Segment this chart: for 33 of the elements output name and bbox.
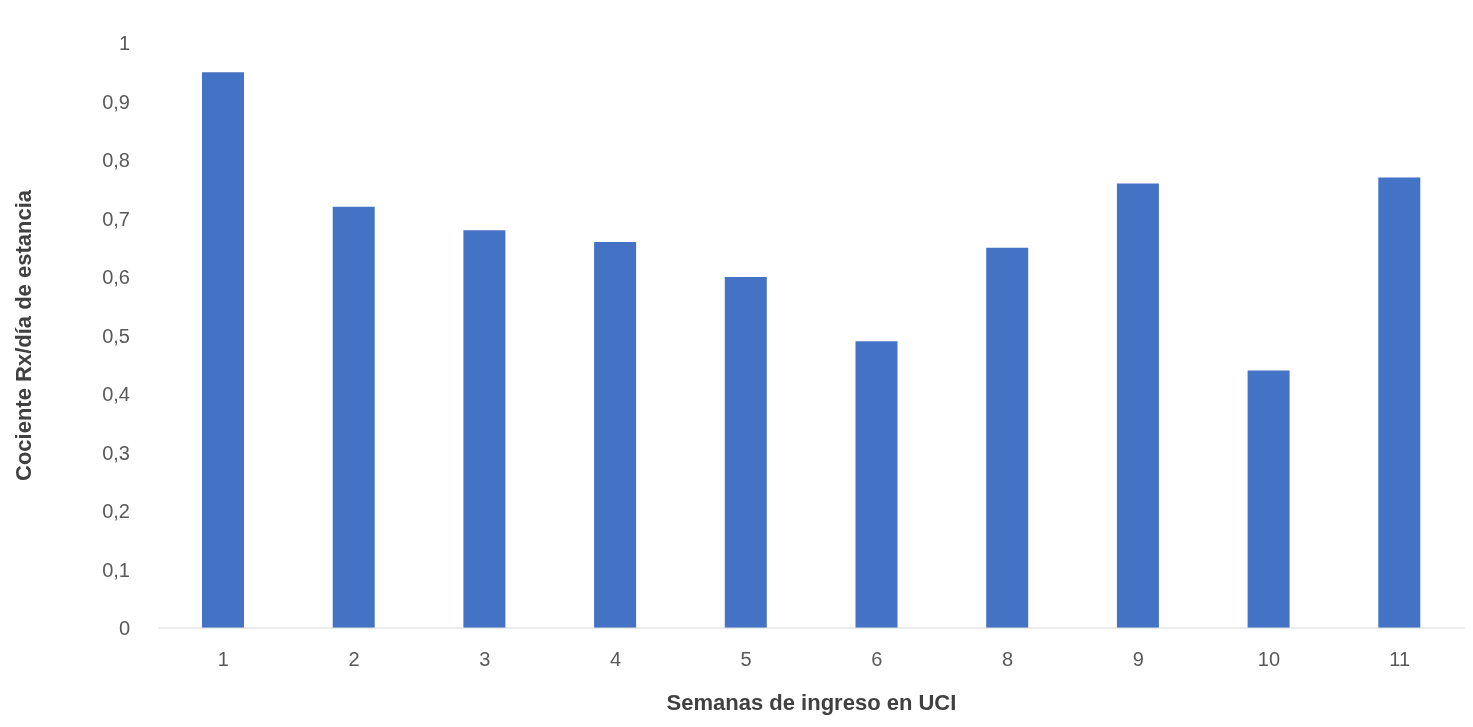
- bar: [332, 206, 375, 628]
- bar: [463, 230, 506, 628]
- y-tick-label: 0: [118, 617, 130, 640]
- y-tick-label: 0,2: [102, 500, 130, 523]
- y-tick-label: 0,5: [102, 324, 130, 347]
- y-tick-label: 0,6: [102, 266, 130, 289]
- y-axis-title: Cociente Rx/día de estancia: [10, 189, 36, 481]
- y-tick-label: 1: [118, 32, 130, 55]
- bar: [724, 277, 767, 628]
- y-tick-label: 0,7: [102, 207, 130, 230]
- bar: [855, 341, 898, 628]
- y-tick-label: 0,8: [102, 149, 130, 172]
- x-tick-label: 4: [609, 648, 622, 671]
- x-tick-label: 9: [1132, 648, 1144, 671]
- bar: [1116, 183, 1159, 628]
- y-tick-label: 0,9: [102, 90, 130, 113]
- x-tick-label: 8: [1001, 648, 1014, 671]
- x-tick-label: 10: [1257, 648, 1281, 671]
- bar: [986, 247, 1029, 628]
- y-tick-label: 0,4: [102, 383, 130, 406]
- x-tick-label: 2: [348, 648, 360, 671]
- y-tick-label: 0,1: [102, 558, 130, 581]
- bar: [594, 241, 637, 628]
- x-tick-label: 1: [217, 648, 229, 671]
- y-tick-label: 0,3: [102, 441, 130, 464]
- x-tick-label: 5: [740, 648, 752, 671]
- bar: [1247, 370, 1290, 628]
- x-tick-label: 3: [479, 648, 491, 671]
- bar: [202, 72, 244, 628]
- x-tick-label: 11: [1389, 648, 1411, 671]
- x-axis-title: Semanas de ingreso en UCI: [666, 690, 957, 715]
- x-tick-label: 6: [871, 648, 883, 671]
- bar: [1378, 177, 1421, 628]
